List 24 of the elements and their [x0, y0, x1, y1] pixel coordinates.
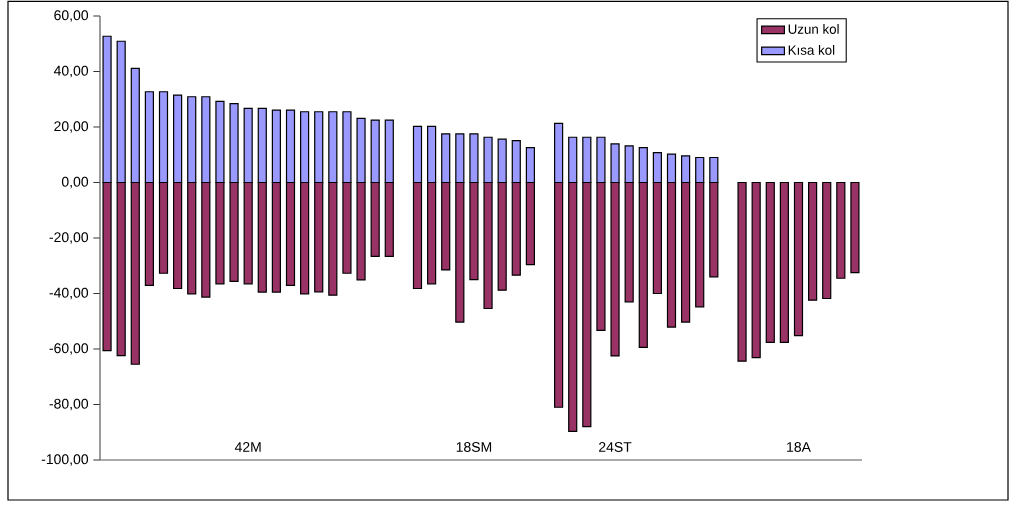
bar	[737, 181, 747, 362]
bar	[765, 181, 775, 343]
y-tick-label: 20,00	[54, 121, 89, 133]
bar	[793, 181, 804, 337]
bar	[836, 181, 846, 279]
x-tick-label: 24ST	[599, 442, 632, 452]
x-tick-label: 18A	[787, 442, 811, 452]
bar	[822, 181, 832, 300]
legend-label: Uzun kol	[788, 24, 839, 34]
bar	[850, 181, 860, 274]
y-tick-label: -40,00	[49, 287, 89, 300]
bar	[751, 181, 761, 359]
y-tick-label: -60,00	[49, 343, 89, 355]
y-tick-label: 60,00	[54, 10, 89, 22]
y-tick-label: -80,00	[49, 398, 89, 411]
y-tick-label: -100,00	[41, 454, 89, 466]
x-tick-label: 42M	[234, 442, 261, 452]
y-tick-label: -20,00	[49, 232, 89, 244]
x-tick-label: 18SM	[456, 442, 492, 452]
y-tick-label: 0,00	[61, 176, 89, 189]
y-tick-label: 40,00	[53, 65, 89, 78]
legend-label: Kısa kol	[788, 45, 835, 55]
bar	[808, 181, 818, 301]
bar	[779, 181, 789, 343]
